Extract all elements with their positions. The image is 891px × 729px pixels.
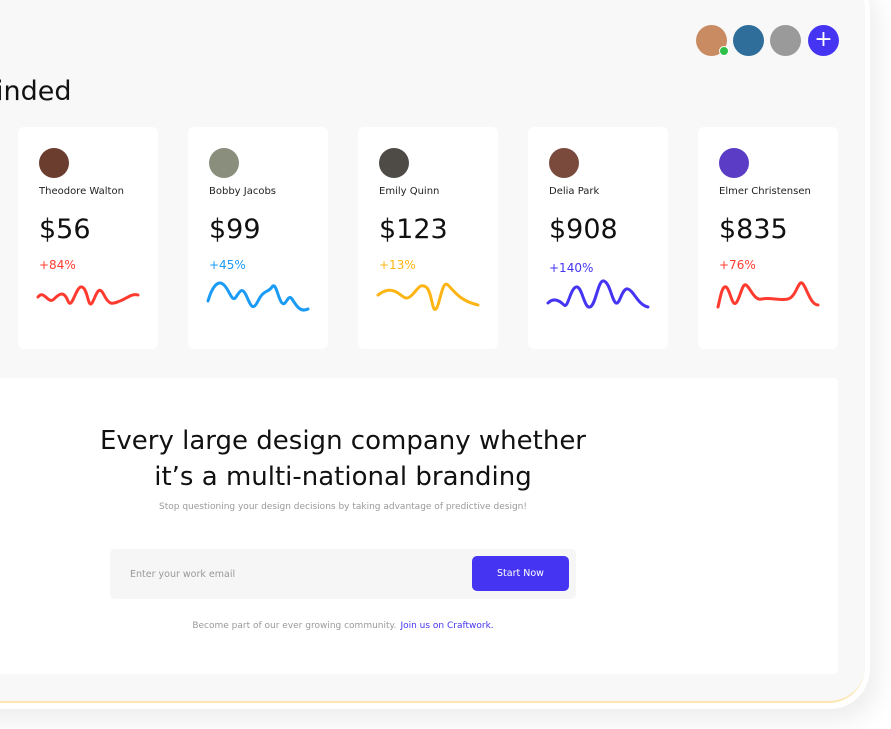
earnings-card[interactable]: Emily Quinn $123 +13% [358, 127, 498, 349]
avatar[interactable] [696, 25, 729, 56]
sparkline [716, 281, 820, 309]
sparkline [206, 281, 310, 312]
amount: $835 [719, 214, 788, 245]
amount: $99 [209, 214, 261, 245]
change-percent: +76% [719, 258, 756, 272]
avatar [209, 148, 239, 178]
avatar[interactable] [770, 25, 801, 56]
change-percent: +84% [39, 258, 76, 272]
add-collaborator-button[interactable]: + [808, 25, 839, 56]
earnings-card[interactable]: Delia Park $908 +140% [528, 127, 668, 349]
sparkline-chart [36, 285, 140, 306]
earnings-card[interactable]: Elmer Christensen $835 +76% [698, 127, 838, 349]
sparkline-chart [206, 281, 310, 312]
collaborator-avatars: + [696, 25, 839, 56]
cta-section: Every large design company whether it’s a… [0, 378, 838, 674]
start-now-button[interactable]: Start Now [472, 556, 569, 591]
amount: $56 [39, 214, 91, 245]
avatar [39, 148, 69, 178]
avatar [719, 148, 749, 178]
cta-subtitle: Stop questioning your design decisions b… [159, 502, 527, 512]
sparkline-chart [376, 282, 480, 311]
person-name: Theodore Walton [39, 186, 124, 197]
sparkline [376, 282, 480, 311]
earnings-card[interactable]: Bobby Jacobs $99 +45% [188, 127, 328, 349]
avatar [549, 148, 579, 178]
email-input[interactable] [110, 549, 460, 599]
avatar [379, 148, 409, 178]
amount: $908 [549, 214, 618, 245]
person-name: Elmer Christensen [719, 186, 811, 197]
person-name: Delia Park [549, 186, 600, 197]
change-percent: +140% [549, 261, 594, 275]
cta-title-line: Every large design company whether [99, 426, 586, 456]
sparkline-chart [716, 281, 820, 309]
online-indicator [719, 46, 729, 56]
join-link[interactable]: Join us on Craftwork. [400, 621, 494, 631]
cta-title-line: it’s a multi-national branding [154, 462, 532, 492]
amount: $123 [379, 214, 448, 245]
person-name: Emily Quinn [379, 186, 440, 197]
footer-text: Become part of our ever growing communit… [192, 621, 397, 631]
change-percent: +13% [379, 258, 416, 272]
cta-title: Every large design company whether it’s a… [0, 423, 686, 495]
email-form: Start Now [110, 549, 576, 599]
avatar[interactable] [733, 25, 764, 56]
earnings-card[interactable]: Theodore Walton $56 +84% [18, 127, 158, 349]
cta-footer: Become part of our ever growing communit… [0, 621, 686, 631]
sparkline-chart [546, 279, 650, 309]
change-percent: +45% [209, 258, 246, 272]
sparkline [546, 279, 650, 309]
section-heading: inded [0, 76, 72, 107]
sparkline [36, 285, 140, 306]
person-name: Bobby Jacobs [209, 186, 277, 197]
